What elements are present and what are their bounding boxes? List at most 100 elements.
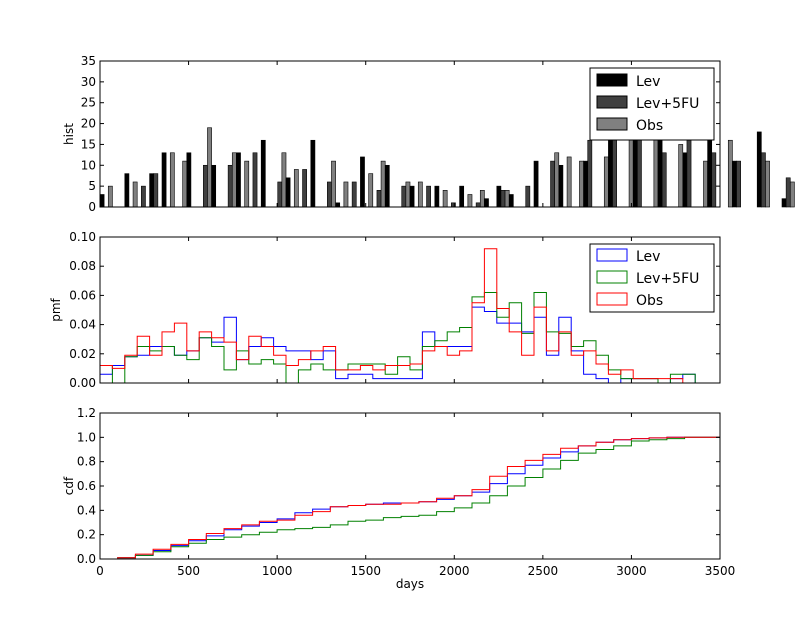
y-tick-label: 0.06 xyxy=(69,288,96,302)
y-tick-label: 0.00 xyxy=(69,376,96,390)
hist-bar-lev xyxy=(384,164,390,208)
hist-bar-obs xyxy=(789,181,795,208)
legend-label-lev: Lev xyxy=(636,249,660,265)
hist-bar-lev xyxy=(756,131,762,208)
hist-bar-lev5fu xyxy=(785,177,791,208)
hist-bar-lev xyxy=(186,152,192,208)
hist-panel: 0 5 10 15 20 25 30 35 xyxy=(81,54,795,214)
y-tick-label: 0.02 xyxy=(69,347,96,361)
hist-bar-lev xyxy=(459,185,465,208)
hist-bar-lev5fu xyxy=(587,139,593,208)
hist-bar-lev5fu xyxy=(376,190,382,208)
hist-bar-obs xyxy=(244,160,250,208)
legend-label-obs: Obs xyxy=(636,118,663,134)
y-tick-label: 5 xyxy=(88,179,96,193)
hist-bar-lev5fu xyxy=(277,181,283,208)
cdf-line-lev xyxy=(100,436,720,560)
hist-bar-lev xyxy=(781,198,787,208)
hist-legend: Lev Lev+5FU Obs xyxy=(589,67,715,141)
hist-bar-obs xyxy=(281,152,287,208)
legend-label-lev: Lev xyxy=(636,74,660,90)
hist-bar-lev5fu xyxy=(686,139,692,208)
hist-bar-lev5fu xyxy=(500,190,506,208)
hist-bar-lev5fu xyxy=(401,185,407,208)
pmf-ylabel: pmf xyxy=(49,297,63,321)
legend-swatch-lev xyxy=(596,248,628,262)
hist-bar-obs xyxy=(566,156,572,208)
hist-bar-lev5fu xyxy=(475,202,481,208)
hist-bar-lev xyxy=(434,185,440,208)
hist-bar-lev5fu xyxy=(525,185,531,208)
hist-bar-lev5fu xyxy=(141,185,146,208)
hist-bar-lev5fu xyxy=(736,160,741,208)
y-tick-label: 0.6 xyxy=(77,479,96,493)
hist-bar-lev5fu xyxy=(327,181,332,208)
hist-bar-lev xyxy=(260,139,266,208)
y-tick-label: 0.4 xyxy=(77,503,96,517)
hist-bar-obs xyxy=(293,169,299,208)
hist-bar-lev xyxy=(732,160,737,208)
pmf-line-obs xyxy=(99,248,696,384)
hist-bar-lev xyxy=(285,177,291,208)
hist-bar-obs xyxy=(182,160,188,208)
x-tick-label: 3000 xyxy=(616,564,647,578)
x-tick-label: 1500 xyxy=(350,564,381,578)
hist-bar-obs xyxy=(405,181,411,208)
y-tick-label: 30 xyxy=(81,75,96,89)
hist-bar-lev5fu xyxy=(203,164,208,208)
hist-bar-lev5fu xyxy=(227,164,233,208)
hist-bar-obs xyxy=(331,160,336,208)
hist-bar-obs xyxy=(579,160,584,208)
hist-bar-lev xyxy=(161,152,167,208)
hist-bar-obs xyxy=(132,181,138,208)
y-tick-label: 35 xyxy=(81,54,96,68)
pmf-panel: 0.00 0.02 0.04 0.06 0.08 0.10 xyxy=(69,230,721,390)
hist-bar-obs xyxy=(603,156,609,208)
hist-bar-obs xyxy=(442,190,448,208)
hist-bar-obs xyxy=(207,127,212,208)
hist-bar-lev xyxy=(310,139,316,208)
hist-bar-lev5fu xyxy=(426,185,431,208)
x-tick-label: 1000 xyxy=(262,564,293,578)
y-tick-label: 15 xyxy=(81,137,96,151)
x-tick-label: 3500 xyxy=(705,564,736,578)
hist-bar-obs xyxy=(504,190,510,208)
hist-bar-obs xyxy=(169,152,175,208)
pmf-frame xyxy=(99,236,721,384)
x-axis-label: days xyxy=(396,577,424,591)
y-tick-label: 25 xyxy=(81,96,96,110)
hist-bar-lev xyxy=(682,152,688,208)
hist-bar-obs xyxy=(343,181,349,208)
hist-bar-obs xyxy=(107,185,113,208)
hist-bar-lev5fu xyxy=(761,152,766,208)
cdf-panel: 0.0 0.2 0.4 0.6 0.8 1.0 1.2 0 500 1000 1500 2000 250… xyxy=(77,406,735,578)
legend-swatch-lev5fu xyxy=(596,95,628,109)
hist-bar-obs xyxy=(380,160,386,208)
hist-bar-lev xyxy=(496,185,502,208)
hist-bar-obs xyxy=(417,181,423,208)
legend-swatch-obs xyxy=(596,292,628,306)
cdf-line-lev5fu xyxy=(100,436,720,560)
y-tick-label: 0.04 xyxy=(69,318,96,332)
hist-bar-lev xyxy=(484,198,489,208)
y-tick-label: 10 xyxy=(81,158,96,172)
hist-bar-obs xyxy=(727,139,733,208)
hist-bar-lev xyxy=(124,173,130,208)
hist-ylabel: hist xyxy=(62,123,76,145)
hist-bar-obs xyxy=(368,173,374,208)
x-tick-label: 500 xyxy=(177,564,200,578)
hist-bar-obs xyxy=(765,160,770,208)
pmf-legend: Lev Lev+5FU Obs xyxy=(589,243,715,313)
hist-bar-lev xyxy=(335,202,341,208)
legend-label-lev5fu: Lev+5FU xyxy=(636,271,699,287)
hist-bar-lev5fu xyxy=(637,131,642,208)
y-tick-label: 0.08 xyxy=(69,259,96,273)
y-tick-label: 0 xyxy=(88,200,96,214)
legend-swatch-lev5fu xyxy=(596,270,628,284)
hist-bar-lev5fu xyxy=(451,202,456,208)
hist-bar-lev xyxy=(236,152,241,208)
hist-bar-lev xyxy=(409,185,415,208)
legend-swatch-lev xyxy=(596,73,628,87)
y-tick-label: 0.10 xyxy=(69,230,96,244)
